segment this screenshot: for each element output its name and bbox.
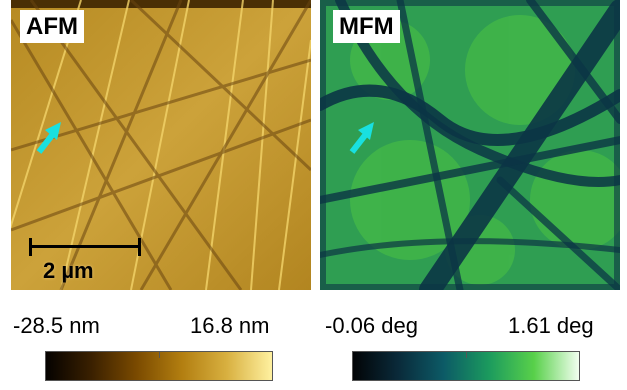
mfm-label: MFM (333, 10, 400, 43)
mfm-phase-image (320, 0, 620, 290)
scale-bar (29, 238, 141, 256)
afm-arrow-icon (36, 122, 61, 154)
mfm-colorbar (352, 351, 580, 381)
mfm-image-panel: MFM (320, 0, 620, 290)
mfm-arrow-icon (349, 122, 374, 154)
afm-image-panel: AFM 2 µm (11, 0, 311, 290)
afm-colorbar (45, 351, 273, 381)
afm-label: AFM (20, 10, 84, 43)
afm-topography-image (11, 0, 311, 290)
mfm-colorbar-max-label: 1.61 deg (508, 313, 594, 338)
scale-bar-label: 2 µm (43, 258, 94, 283)
afm-colorbar-min-label: -28.5 nm (13, 313, 100, 338)
afm-colorbar-max-label: 16.8 nm (190, 313, 270, 338)
mfm-colorbar-min-label: -0.06 deg (325, 313, 418, 338)
